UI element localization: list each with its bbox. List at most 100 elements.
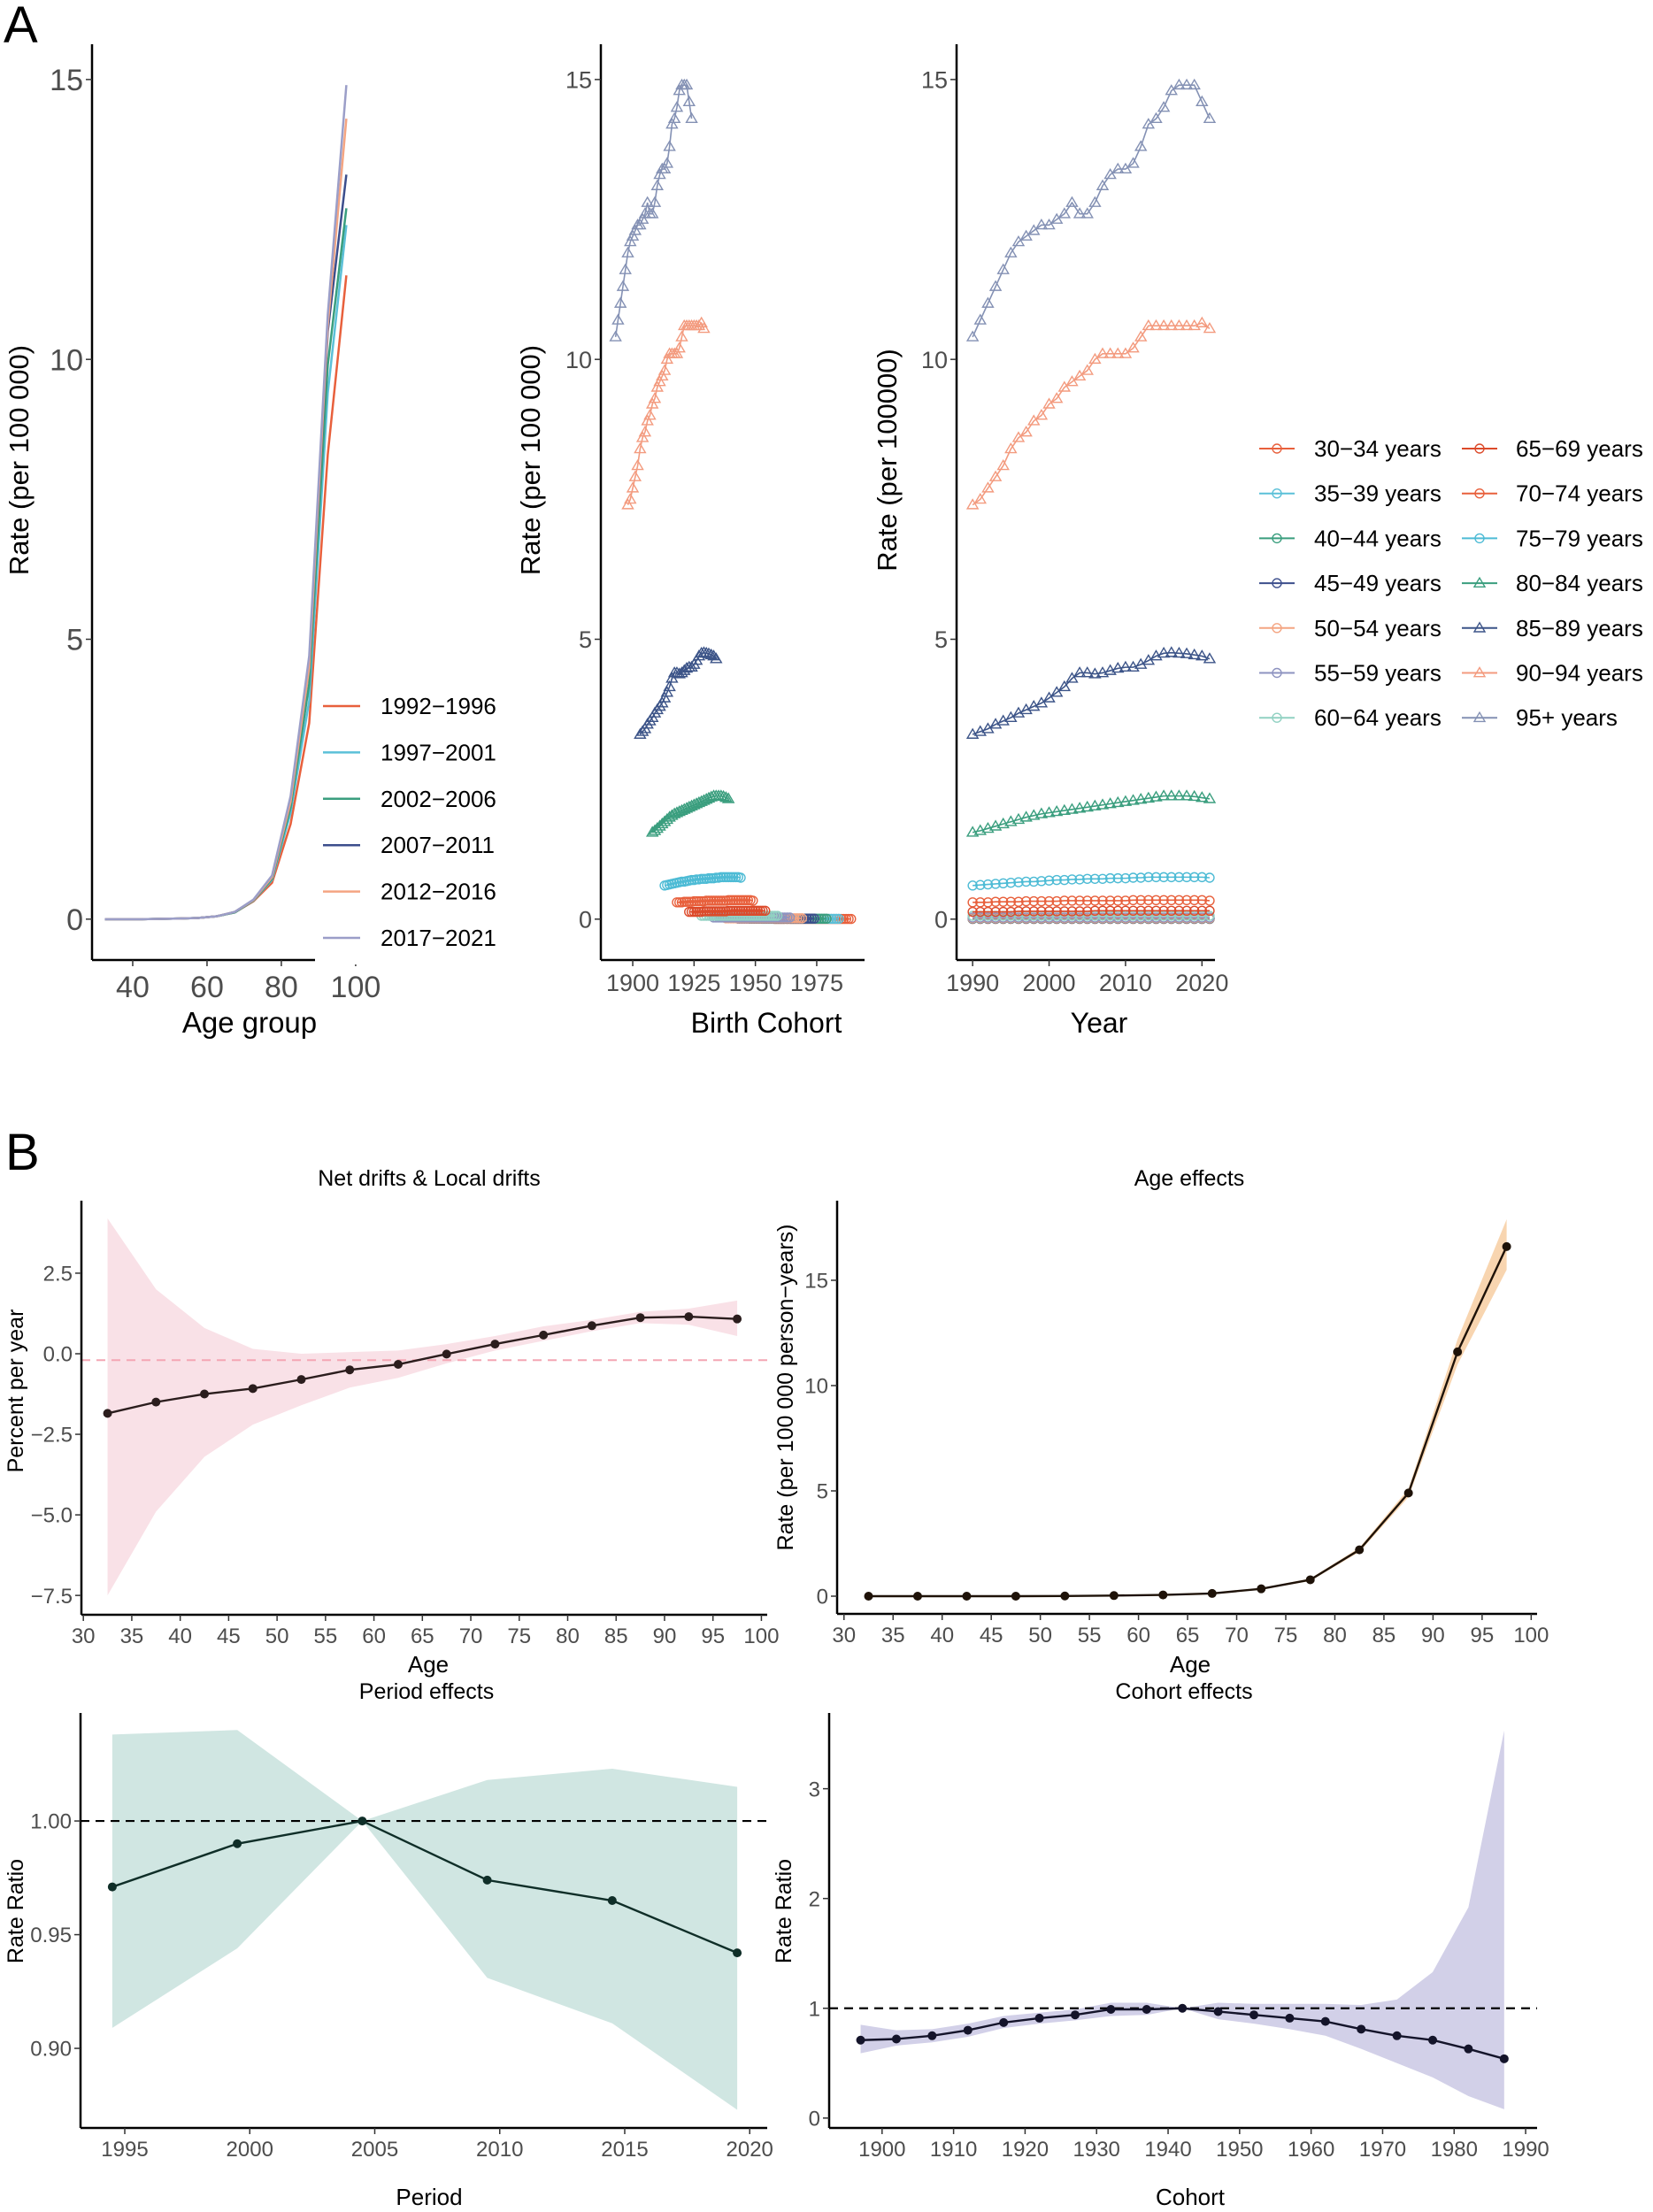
triangle-marker: [1134, 330, 1148, 342]
triangle-marker: [1103, 797, 1117, 809]
data-point: [1320, 2016, 1330, 2026]
circle-marker: [774, 912, 786, 923]
data-point: [1502, 1241, 1511, 1251]
circle-marker: [772, 910, 783, 921]
y-tick-label: 0.95: [30, 1924, 72, 1947]
triangle-marker: [1049, 392, 1064, 403]
triangle-marker: [702, 647, 716, 658]
triangle-marker: [1149, 790, 1163, 802]
triangle-marker: [653, 168, 666, 180]
triangle-marker: [621, 498, 634, 510]
chart-net-local-drifts: 30 35 40 45 50 55 60 65 70 75 80 85 90 95 100 2.5 0.0 −2.…: [31, 1201, 779, 1648]
circle-marker: [1082, 906, 1093, 917]
circle-marker: [703, 895, 714, 906]
y-tick-label: −7.5: [31, 1585, 73, 1609]
legend-label: 55−59 years: [1314, 660, 1442, 687]
panel-label-b: B: [5, 1124, 40, 1181]
data-point: [358, 1816, 367, 1826]
y-tick-label: 10: [50, 343, 83, 377]
circle-marker: [1020, 906, 1032, 917]
circle-marker: [982, 879, 994, 890]
circle-marker: [716, 872, 727, 883]
triangle-marker: [1472, 710, 1487, 723]
triangle-marker: [616, 280, 630, 291]
triangle-marker: [1142, 791, 1156, 803]
triangle-marker: [1119, 660, 1133, 672]
x-tick-label: 2020: [727, 2138, 773, 2162]
circle-marker: [718, 872, 729, 883]
confidence-ribbon: [111, 1730, 738, 2110]
circle-marker: [698, 906, 710, 917]
circle-marker: [1150, 905, 1162, 917]
b1-ylabel: Percent per year: [4, 1310, 28, 1473]
triangle-marker: [650, 380, 664, 392]
circle-marker: [777, 912, 788, 923]
circle-marker: [781, 912, 793, 923]
circle-marker: [696, 873, 707, 884]
data-point: [864, 1592, 873, 1601]
x-tick-label: 2010: [476, 2138, 523, 2162]
y-tick-label: −5.0: [31, 1504, 73, 1528]
y-tick-label: 5: [817, 1480, 828, 1504]
circle-marker: [674, 897, 685, 908]
circle-marker: [1173, 872, 1185, 883]
circle-marker: [1112, 895, 1123, 906]
triangle-marker: [719, 791, 733, 803]
circle-marker: [748, 895, 758, 906]
triangle-marker: [663, 140, 676, 151]
triangle-marker: [710, 652, 723, 664]
data-point: [1357, 2024, 1366, 2034]
circle-marker: [794, 913, 805, 924]
x-tick-label: 80: [556, 1624, 580, 1648]
circle-marker: [723, 905, 734, 917]
circle-marker: [1272, 712, 1282, 723]
circle-marker: [1120, 905, 1131, 917]
circle-marker: [706, 906, 717, 917]
triangle-marker: [682, 95, 696, 107]
data-point: [200, 1389, 210, 1399]
triangle-marker: [1065, 672, 1079, 683]
triangle-marker: [1180, 647, 1194, 658]
triangle-marker: [670, 347, 684, 358]
circle-marker: [1089, 895, 1101, 906]
estimate-line: [111, 1819, 738, 1955]
triangle-marker: [1034, 409, 1049, 420]
y-tick-label: 15: [921, 67, 948, 94]
triangle-marker: [1472, 576, 1487, 588]
circle-marker: [997, 878, 1009, 889]
circle-marker: [975, 879, 986, 890]
circle-marker: [1104, 895, 1116, 906]
circle-marker: [1097, 905, 1108, 917]
b1-xlabel: Age: [408, 1651, 449, 1678]
circle-marker: [1005, 877, 1017, 888]
triangle-marker: [1180, 319, 1194, 331]
b2-xlabel: Age: [1170, 1651, 1211, 1678]
data-point: [296, 1375, 306, 1385]
circle-marker: [703, 906, 714, 917]
triangle-marker: [1165, 319, 1178, 331]
triangle-marker: [1011, 812, 1026, 825]
triangle-marker: [1096, 179, 1110, 190]
confidence-ribbon: [107, 1218, 738, 1596]
triangle-marker: [1073, 369, 1087, 381]
triangle-marker: [653, 375, 666, 387]
triangle-marker: [1096, 347, 1110, 358]
circle-marker: [679, 896, 689, 907]
circle-marker: [718, 895, 729, 906]
b3-title: Period effects: [359, 1679, 494, 1704]
x-tick-label: 50: [265, 1624, 289, 1648]
data-point: [1257, 1584, 1266, 1594]
triangle-marker: [657, 162, 672, 173]
circle-marker: [1036, 876, 1047, 887]
data-point: [1355, 1545, 1365, 1555]
circle-marker: [706, 872, 717, 884]
circle-marker: [780, 912, 790, 923]
data-point: [482, 1875, 492, 1885]
triangle-marker: [1042, 397, 1056, 409]
circle-marker: [1181, 905, 1192, 917]
triangle-marker: [635, 431, 650, 442]
series-line-2012−2016: [104, 119, 348, 921]
circle-marker: [703, 872, 714, 884]
triangle-marker: [1088, 196, 1102, 207]
x-tick-label: 1900: [606, 970, 659, 996]
